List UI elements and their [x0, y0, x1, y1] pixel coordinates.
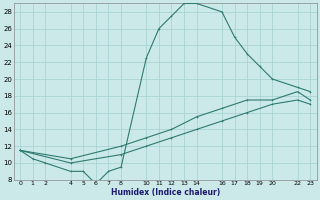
X-axis label: Humidex (Indice chaleur): Humidex (Indice chaleur)	[111, 188, 220, 197]
